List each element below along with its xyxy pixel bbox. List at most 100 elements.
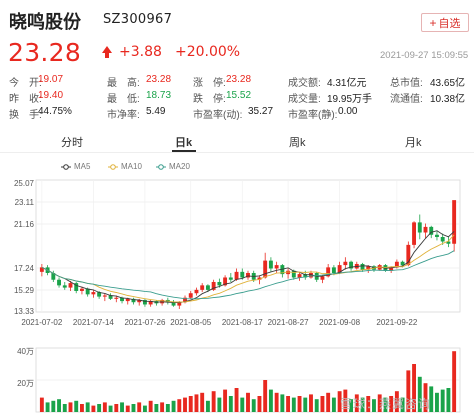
legend-ma5: MA5 [61,162,90,171]
volume-bar [200,392,205,412]
candle-body [125,298,130,302]
candle-body [286,270,291,275]
volume-bar [423,383,428,412]
ma20-line [41,250,455,300]
volume-bar [343,389,348,412]
stat-label: 涨 停: [193,78,226,89]
volume-bar [148,400,153,412]
stock-name: 晓鸣股份 [9,12,81,33]
candle-body [263,260,268,278]
volume-bar [291,397,296,412]
volume-bar [85,402,90,412]
candle-body [223,277,228,286]
tab-monthly-k[interactable]: 月k [405,137,422,149]
candle-body [114,297,119,299]
volume-bar [39,397,44,412]
volume-bar [314,399,319,412]
candle-body [131,298,136,303]
stat-label: 成交量: [288,94,321,105]
candle-body [429,226,434,235]
candle-body [309,272,313,278]
date-tick-label: 2021-09-22 [376,318,417,327]
candle-body [234,271,239,280]
volume-bar [102,402,107,412]
stat-value: 19.95万手 [327,94,373,105]
stat-label: 今 开: [9,78,42,89]
candle-body [120,297,124,302]
volume-bar [45,402,50,412]
candle-body [349,261,354,269]
ma20-legend-icon [156,164,166,170]
stat-label: 跌 停: [193,94,226,105]
date-tick-label: 2021-08-05 [170,318,211,327]
candle-body [183,297,187,303]
candle-body [194,289,199,294]
candle-body [400,261,405,266]
candle-body [205,285,210,290]
stat-label: 市盈率(静): [288,110,338,121]
volume-bar [57,399,61,412]
candle-body [217,281,222,286]
stat-value: 19.07 [38,74,64,85]
stat-value: 23.28 [226,74,252,85]
candle-body [79,288,84,291]
candle-body [142,299,147,305]
current-price: 23.28 [8,38,82,67]
volume-bar [194,394,199,412]
tab-intraday[interactable]: 分时 [61,137,83,149]
volume-bar [211,391,216,412]
volume-bar [360,397,365,412]
date-tick-label: 2021-07-02 [21,318,62,327]
volume-bar [223,389,228,412]
volume-bar [446,388,451,412]
legend-ma20: MA20 [156,162,190,171]
tab-daily-k[interactable]: 日k [175,137,193,149]
volume-bar [440,389,445,412]
price-tick-label: 13.33 [14,307,35,316]
volume-bar [366,396,371,412]
volume-bar [97,404,102,412]
candle-body [51,272,56,280]
volume-bar [412,364,417,412]
price-change-pct: +20.00% [175,44,241,60]
legend-ma20-label: MA20 [169,162,190,171]
tab-weekly-k[interactable]: 周k [289,137,306,149]
candle-body [326,267,331,277]
volume-bar [234,388,239,412]
legend-ma10: MA10 [108,162,142,171]
price-tick-label: 17.24 [14,264,35,273]
date-tick-label: 2021-07-14 [73,318,114,327]
candle-body [74,283,79,291]
volume-bar [309,394,313,412]
period-tabs [0,127,474,153]
stock-code: SZ300967 [103,12,173,27]
candle-body [446,241,451,244]
candle-body [39,267,44,272]
volume-tick-label: 40万 [17,347,34,356]
volume-bar [303,397,308,412]
candle-body [211,281,216,290]
candle-body [452,200,457,244]
candle-body [188,293,193,298]
add-favorite-button[interactable]: + 自选 [421,13,469,32]
volume-bar [171,400,176,412]
candle-body [337,265,342,273]
volume-bar [263,380,268,412]
volume-bar [68,402,73,412]
volume-bar [406,370,411,412]
candle-body [246,272,250,278]
volume-bar [188,396,193,412]
favorite-label: 自选 [438,17,461,30]
volume-bar [228,396,233,412]
volume-bar [280,394,285,412]
volume-bar [160,402,165,412]
stat-value: 35.27 [248,106,274,117]
volume-bar [205,400,210,412]
stat-label: 最 低: [107,94,140,105]
volume-bar [108,405,113,412]
candle-body [200,285,205,290]
volume-bar [183,397,187,412]
volume-bar [251,399,256,412]
date-tick-label: 2021-07-26 [124,318,165,327]
